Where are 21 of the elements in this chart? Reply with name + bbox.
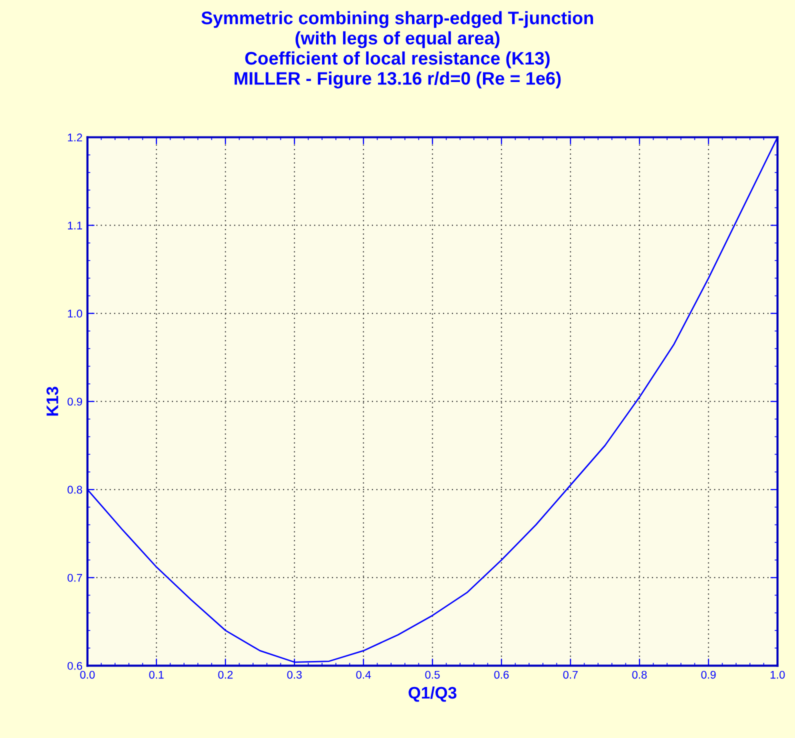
y-tick-label: 0.7 [68, 574, 82, 582]
y-tick-label: 1.1 [68, 222, 82, 230]
y-tick-label: 0.9 [68, 398, 82, 406]
x-axis-title: Q1/Q3 [408, 686, 456, 702]
x-tick-label: 0.5 [425, 670, 440, 679]
y-tick-label: 0.6 [68, 662, 82, 670]
x-tick-label: 0.8 [632, 670, 647, 679]
x-tick-label: 0.6 [494, 670, 509, 679]
chart-title: Symmetric combining sharp-edged T-junction (with legs of equal area) Coefficient of local resistance (K13) MILLER - Figure 13.16 r/d=0 (Re = 1e6) [201, 11, 594, 88]
y-tick-label: 1.0 [68, 310, 82, 318]
x-tick-label: 0.4 [356, 670, 371, 679]
y-tick-label: 1.2 [68, 134, 82, 142]
x-tick-label: 0.7 [563, 670, 578, 679]
y-tick-label: 0.8 [68, 486, 82, 494]
x-tick-label: 1.0 [770, 670, 785, 679]
x-tick-label: 0.3 [287, 670, 302, 679]
x-tick-label: 0.0 [80, 670, 95, 679]
x-tick-label: 0.1 [149, 670, 164, 679]
x-tick-label: 0.9 [701, 670, 716, 679]
y-axis-title: K13 [46, 386, 58, 416]
x-tick-label: 0.2 [218, 670, 233, 679]
